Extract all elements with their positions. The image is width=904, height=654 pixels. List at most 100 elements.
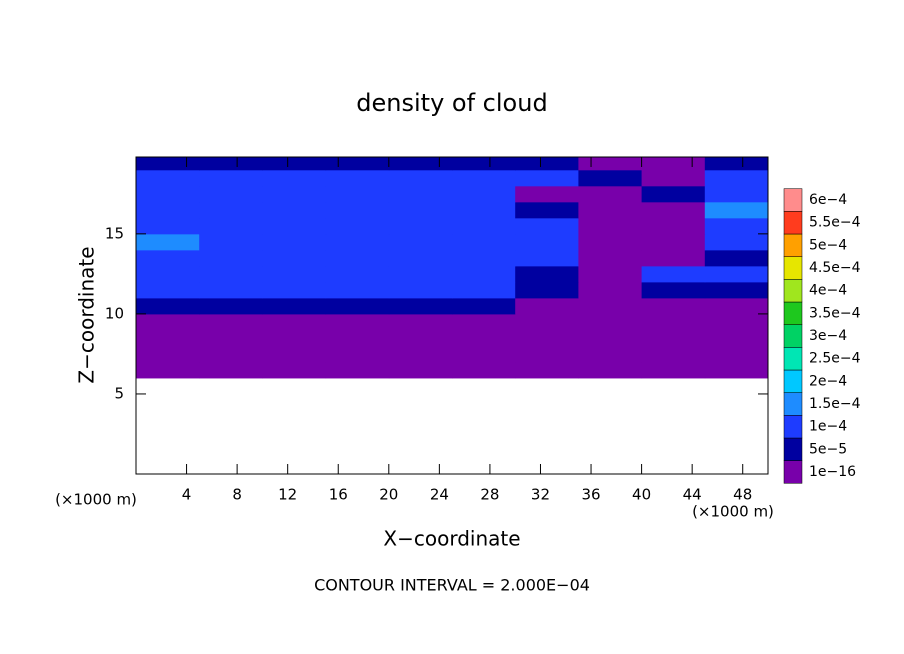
- colorbar-swatch: [783, 460, 803, 484]
- contour-cell: [704, 185, 768, 203]
- contour-cell: [704, 265, 768, 283]
- x-tick-label: 28: [480, 486, 499, 504]
- contour-cell: [388, 249, 453, 267]
- colorbar-swatch: [783, 279, 803, 303]
- contour-cell: [388, 157, 453, 171]
- contour-cell: [262, 361, 327, 379]
- contour-cell: [515, 157, 579, 171]
- contour-cell: [641, 233, 706, 251]
- contour-cell: [515, 201, 579, 219]
- contour-cell: [388, 281, 453, 299]
- colorbar-label: 5e−5: [809, 441, 847, 457]
- contour-cell: [704, 157, 768, 171]
- contour-cell: [199, 201, 263, 219]
- contour-cell: [515, 313, 579, 331]
- contour-cell: [325, 249, 390, 267]
- colorbar-swatch: [783, 211, 803, 235]
- x-tick-label: 36: [581, 486, 600, 504]
- contour-cell: [704, 169, 768, 187]
- contour-cell: [199, 157, 263, 171]
- x-tick-label: 20: [379, 486, 398, 504]
- contour-cell: [325, 281, 390, 299]
- contour-cell: [578, 313, 643, 331]
- colorbar-label: 5.5e−4: [809, 215, 861, 231]
- colorbar-label: 5e−4: [809, 237, 847, 253]
- contour-cell: [578, 249, 643, 267]
- y-unit-label: (×1000 m): [55, 491, 137, 509]
- contour-cell: [641, 169, 706, 187]
- colorbar-label: 2.5e−4: [809, 351, 861, 367]
- colorbar-label: 2e−4: [809, 373, 847, 389]
- contour-cell: [452, 361, 516, 379]
- contour-cell: [452, 201, 516, 219]
- contour-cell: [262, 233, 327, 251]
- contour-cell: [515, 185, 579, 203]
- contour-cell: [325, 329, 390, 347]
- contour-cell: [325, 345, 390, 363]
- contour-cell: [452, 313, 516, 331]
- contour-cell: [388, 297, 453, 315]
- contour-cell: [262, 249, 327, 267]
- contour-cell: [452, 249, 516, 267]
- contour-cell: [578, 185, 643, 203]
- colorbar-swatch: [783, 392, 803, 416]
- x-tick-label: 8: [232, 486, 242, 504]
- contour-cell: [136, 329, 200, 347]
- contour-cell: [262, 345, 327, 363]
- contour-cell: [452, 157, 516, 171]
- contour-cell: [641, 217, 706, 235]
- plot-frame: [135, 156, 769, 475]
- colorbar-swatch: [783, 437, 803, 461]
- contour-cell: [325, 297, 390, 315]
- colorbar-swatch: [783, 324, 803, 348]
- contour-cell: [262, 217, 327, 235]
- contour-cell: [262, 313, 327, 331]
- x-tick-label: 12: [278, 486, 297, 504]
- contour-cell: [515, 345, 579, 363]
- contour-cell: [388, 345, 453, 363]
- contour-cell: [136, 233, 200, 251]
- x-tick-label: 48: [733, 486, 752, 504]
- contour-cell: [199, 233, 263, 251]
- contour-cell: [452, 265, 516, 283]
- colorbar-swatch: [783, 233, 803, 257]
- contour-cell: [262, 185, 327, 203]
- contour-cell: [388, 361, 453, 379]
- contour-cell: [578, 169, 643, 187]
- colorbar-label: 1.5e−4: [809, 396, 861, 412]
- contour-cell: [641, 249, 706, 267]
- x-tick-label: 40: [632, 486, 651, 504]
- contour-cell: [199, 249, 263, 267]
- contour-cell: [262, 201, 327, 219]
- contour-cell: [388, 185, 453, 203]
- colorbar-label: 4.5e−4: [809, 260, 861, 276]
- colorbar-label: 4e−4: [809, 283, 847, 299]
- colorbar-swatch: [783, 301, 803, 325]
- contour-cell: [136, 281, 200, 299]
- contour-cell: [325, 201, 390, 219]
- contour-cell: [578, 281, 643, 299]
- contour-cell: [325, 185, 390, 203]
- contour-cell: [578, 233, 643, 251]
- contour-cell: [578, 345, 643, 363]
- contour-cell: [452, 297, 516, 315]
- contour-cell: [136, 217, 200, 235]
- contour-cell: [515, 217, 579, 235]
- contour-cell: [199, 329, 263, 347]
- contour-cell: [578, 157, 643, 171]
- contour-cell: [452, 233, 516, 251]
- contour-cell: [641, 201, 706, 219]
- contour-cell: [388, 169, 453, 187]
- contour-cell: [388, 217, 453, 235]
- contour-cell: [388, 233, 453, 251]
- contour-cell: [136, 313, 200, 331]
- x-unit-label: (×1000 m): [692, 503, 774, 521]
- contour-cell: [515, 361, 579, 379]
- contour-cell: [704, 297, 768, 315]
- contour-cell: [136, 169, 200, 187]
- contour-cell: [262, 265, 327, 283]
- contour-cell: [578, 217, 643, 235]
- x-tick-label: 16: [329, 486, 348, 504]
- contour-cell: [325, 217, 390, 235]
